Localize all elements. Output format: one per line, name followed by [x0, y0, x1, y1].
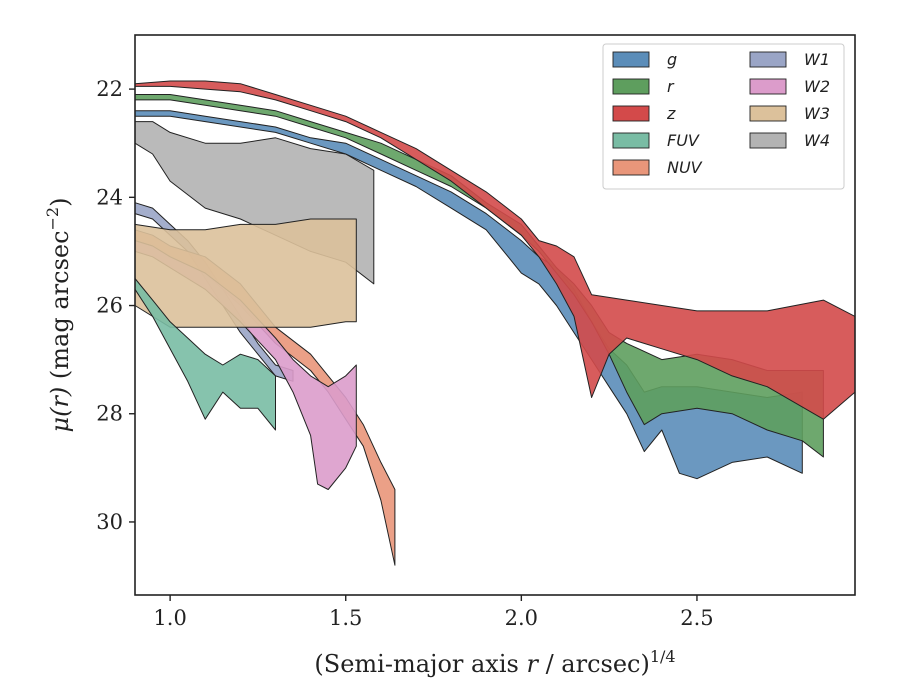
legend-label-nuv: NUV: [667, 158, 703, 177]
y-tick-label: 22: [96, 77, 123, 101]
y-tick-label: 28: [96, 402, 123, 426]
legend: grz FUV NUV W1 W2 W3 W4: [602, 43, 845, 190]
plot-frame: [134, 34, 856, 596]
band-z: [134, 80, 856, 420]
legend-label-z: z: [666, 104, 676, 123]
band-fuv: [134, 278, 276, 431]
legend-label-r: r: [667, 77, 675, 96]
tick-layer: 1.0 1.5 2.0 2.5 22 24 26 28 30: [96, 77, 713, 630]
x-tick-label: 1.5: [329, 606, 362, 630]
legend-swatch-w1: [749, 51, 787, 68]
y-tick-label: 26: [96, 294, 123, 318]
legend-items: grz FUV NUV W1 W2 W3 W4: [612, 50, 830, 177]
legend-swatch-g: [612, 51, 650, 68]
x-tick-label: 2.5: [680, 606, 713, 630]
y-tick-label: 24: [96, 185, 123, 209]
legend-label-g: g: [667, 50, 677, 69]
y-tick-label: 30: [96, 510, 123, 534]
x-tick-label: 1.0: [153, 606, 186, 630]
legend-swatch-w2: [749, 78, 787, 95]
band-w3: [134, 218, 357, 328]
legend-label-w3: W3: [804, 104, 830, 123]
legend-swatch-w3: [749, 105, 787, 122]
legend-swatch-r: [612, 78, 650, 95]
band-layer: [134, 80, 856, 566]
x-tick-label: 2.0: [505, 606, 538, 630]
legend-swatch-w4: [749, 132, 787, 149]
legend-label-w2: W2: [804, 77, 830, 96]
legend-swatch-fuv: [612, 132, 650, 149]
y-axis-label: μ(r) (mag arcsec−2): [43, 198, 74, 433]
legend-label-fuv: FUV: [667, 131, 700, 150]
legend-label-w4: W4: [804, 131, 830, 150]
x-axis-label: (Semi-major axis r / arcsec)1/4: [314, 647, 675, 678]
legend-swatch-nuv: [612, 159, 650, 176]
legend-label-w1: W1: [804, 50, 830, 69]
legend-swatch-z: [612, 105, 650, 122]
